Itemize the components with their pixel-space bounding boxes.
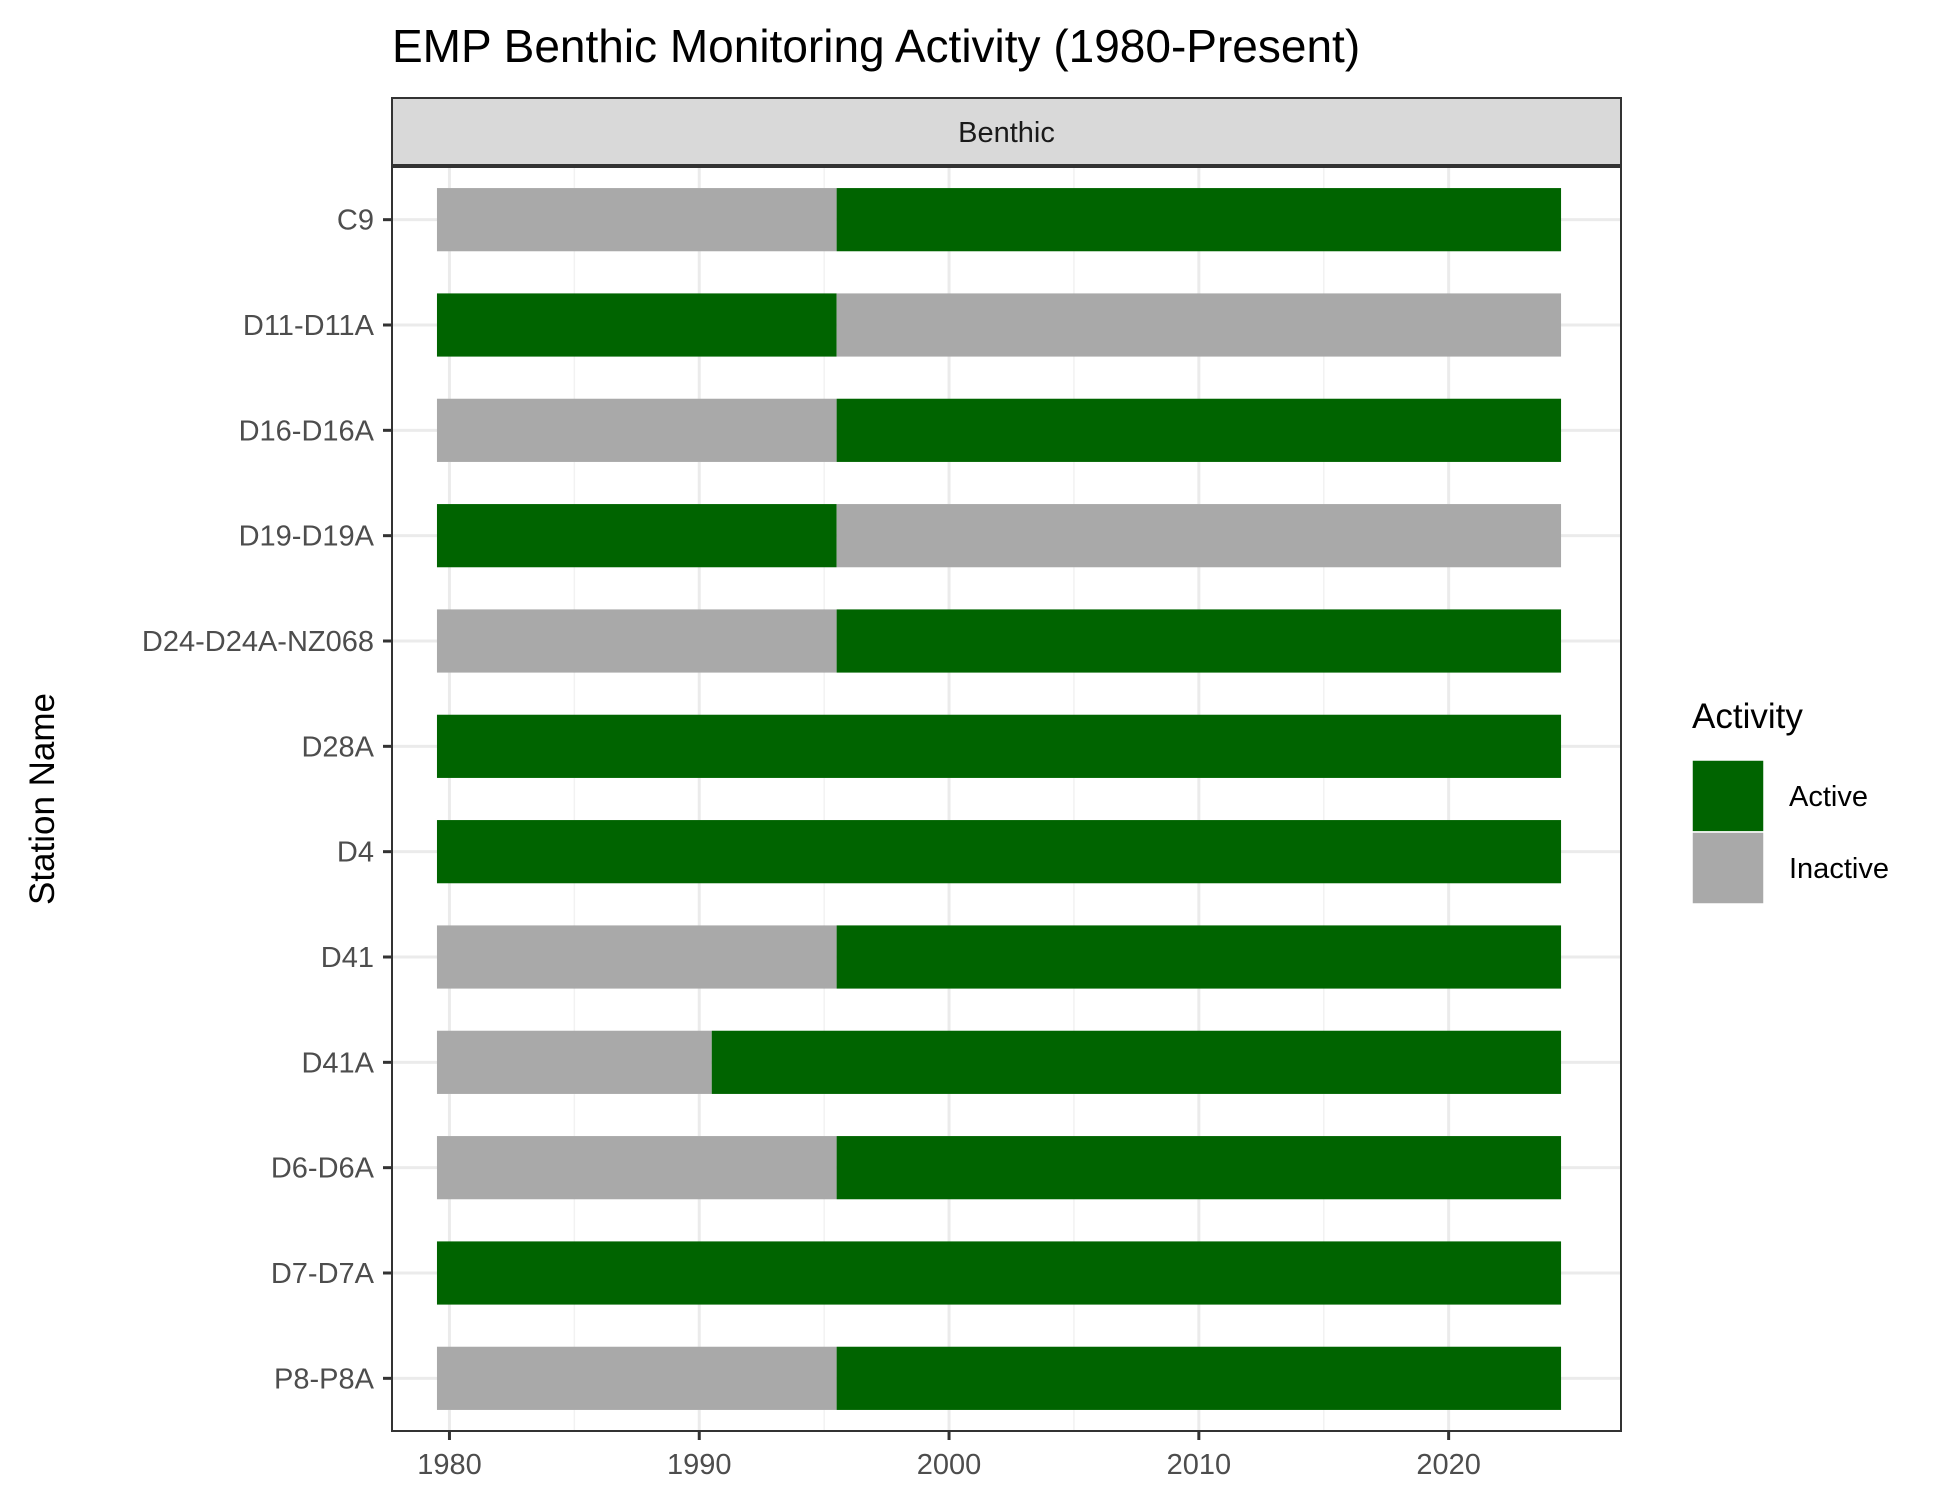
bar-segment-active xyxy=(436,504,837,568)
plot-panel-background xyxy=(392,167,1621,1431)
y-tick-label: C9 xyxy=(337,205,374,237)
legend-key-inactive xyxy=(1691,831,1765,905)
bar-segment-inactive xyxy=(436,1346,837,1410)
legend-title: Activity xyxy=(1692,697,1803,736)
y-tick-label: P8-P8A xyxy=(274,1363,375,1395)
bar-segment-active xyxy=(836,1346,1562,1410)
bar-segment-active xyxy=(836,188,1562,252)
bar-segment-active xyxy=(436,714,1562,778)
legend: Activity Active Inactive xyxy=(1691,697,1889,905)
bar-segment-active xyxy=(836,609,1562,673)
bar-segment-active xyxy=(836,925,1562,989)
x-tick-label: 2000 xyxy=(917,1449,982,1481)
facet-strip xyxy=(391,97,1622,166)
bar-segment-inactive xyxy=(836,293,1562,357)
plot-panel-border xyxy=(391,166,1622,1432)
x-axis: 1980 1990 2000 2010 2020 xyxy=(417,1431,1481,1481)
bar-segment-inactive xyxy=(836,504,1562,568)
bar-segment-inactive xyxy=(436,1136,837,1200)
y-tick-label: D6-D6A xyxy=(271,1153,375,1185)
bar-segment-active xyxy=(836,1136,1562,1200)
legend-label: Inactive xyxy=(1789,853,1889,885)
bar-segment-inactive xyxy=(436,609,837,673)
y-tick-label: D24-D24A-NZ068 xyxy=(142,626,374,658)
y-tick-label: D7-D7A xyxy=(271,1258,375,1290)
y-tick-label: D28A xyxy=(301,731,374,763)
y-tick-label: D41A xyxy=(301,1047,374,1079)
bar-segment-inactive xyxy=(436,398,837,462)
facet-label: Benthic xyxy=(958,117,1055,149)
bar-segment-inactive xyxy=(436,1030,712,1094)
bar-segment-active xyxy=(836,398,1562,462)
y-axis-title: Station Name xyxy=(23,693,62,905)
bar-segment-active xyxy=(711,1030,1562,1094)
y-tick-label: D41 xyxy=(321,942,374,974)
bar-segment-inactive xyxy=(436,188,837,252)
bars xyxy=(436,188,1562,1410)
legend-label: Active xyxy=(1789,781,1868,813)
x-tick-label: 1980 xyxy=(417,1449,482,1481)
x-tick-label: 2010 xyxy=(1167,1449,1232,1481)
y-tick-label: D11-D11A xyxy=(243,310,375,342)
y-tick-label: D16-D16A xyxy=(239,415,375,447)
y-tick-label: D4 xyxy=(337,837,374,869)
x-tick-label: 1990 xyxy=(667,1449,732,1481)
bar-segment-active xyxy=(436,293,837,357)
bar-segment-active xyxy=(436,820,1562,884)
y-axis: C9 D11-D11A D16-D16A D19-D19A D24-D24A-NZ068… xyxy=(142,205,392,1395)
y-tick-label: D19-D19A xyxy=(239,521,375,553)
bar-segment-inactive xyxy=(436,925,837,989)
legend-key-active xyxy=(1691,759,1765,833)
legend-items: Active Inactive xyxy=(1691,759,1889,905)
bar-segment-active xyxy=(436,1241,1562,1305)
x-tick-label: 2020 xyxy=(1416,1449,1481,1481)
chart-title: EMP Benthic Monitoring Activity (1980-Pr… xyxy=(392,20,1360,72)
